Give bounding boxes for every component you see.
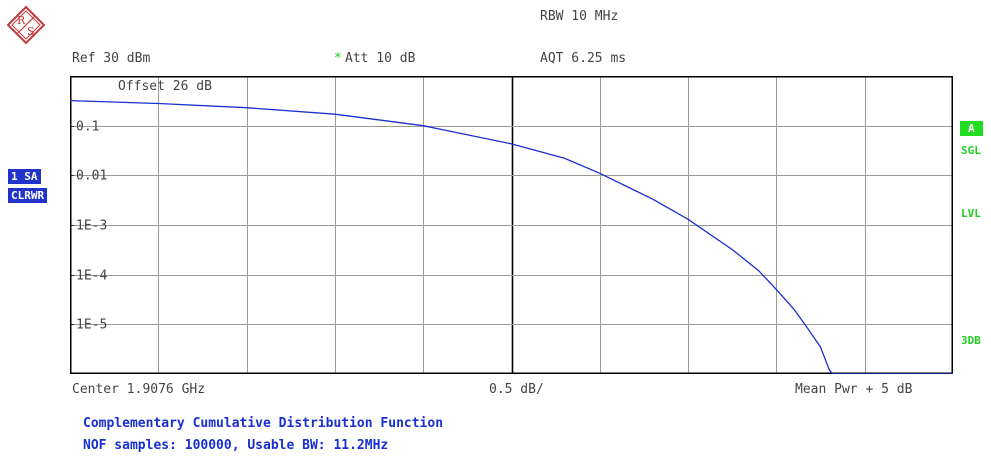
y-tick-label: 0.1	[76, 120, 99, 135]
attenuation-label: Att 10 dB	[345, 51, 416, 66]
y-tick-label: 0.01	[76, 169, 107, 184]
scale-label: 0.5 dB/	[489, 382, 544, 397]
plot-frame	[70, 76, 953, 374]
brand-logo: R S	[6, 5, 46, 45]
trace-mode-badge: CLRWR	[8, 188, 48, 203]
ccdf-chart-svg: 0.1 0.01 1E-3 1E-4 1E-5	[69, 76, 953, 375]
measurement-title: Complementary Cumulative Distribution Fu…	[83, 416, 444, 431]
trace-badge: 1 SA	[8, 169, 41, 184]
ref-level-label: Ref 30 dBm	[72, 51, 151, 66]
center-frequency-label: Center 1.9076 GHz	[72, 382, 206, 397]
y-tick-label: 1E-4	[76, 269, 107, 284]
y-tick-label: 1E-5	[76, 318, 107, 333]
3db-indicator: 3DB	[961, 334, 981, 347]
acquisition-time-label: AQT 6.25 ms	[540, 51, 627, 66]
measurement-details: NOF samples: 100000, Usable BW: 11.2MHz	[83, 438, 389, 453]
sgl-indicator: SGL	[961, 144, 981, 157]
svg-text:R: R	[17, 14, 26, 27]
trace-a-badge: A	[960, 121, 983, 136]
att-star-marker: *	[334, 51, 342, 66]
ccdf-trace-line	[69, 99, 953, 375]
mean-power-label: Mean Pwr + 5 dB	[795, 382, 913, 397]
lvl-indicator: LVL	[961, 207, 981, 220]
ccdf-plot: 0.1 0.01 1E-3 1E-4 1E-5	[69, 76, 953, 375]
svg-text:S: S	[27, 25, 35, 38]
y-tick-label: 1E-3	[76, 219, 107, 234]
rbw-label: RBW 10 MHz	[540, 9, 619, 24]
offset-annotation: Offset 26 dB	[118, 79, 212, 94]
